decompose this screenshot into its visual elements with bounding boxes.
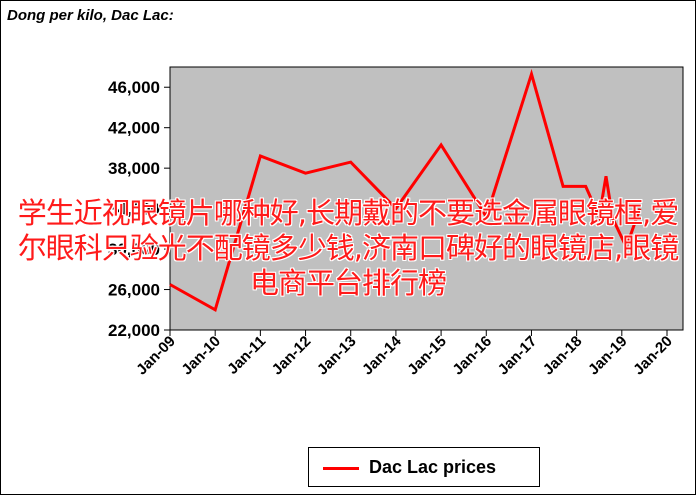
y-tick-label: 38,000 <box>108 159 160 178</box>
legend-label: Dac Lac prices <box>369 457 497 477</box>
x-tick-label: Jan-20 <box>630 333 676 379</box>
x-tick-label: Jan-18 <box>540 333 586 379</box>
series-line-dac-lac-prices <box>169 68 642 313</box>
x-axis: Jan-09 Jan-10 Jan-11 Jan-12 Jan-13 Jan-14 Jan-… <box>133 330 676 378</box>
x-tick-label: Jan-15 <box>404 333 450 379</box>
y-axis: 22,000 26,000 30,000 34,000 38,000 42,000 46,0… <box>108 78 170 340</box>
y-tick-label: 46,000 <box>108 78 160 97</box>
y-tick-label: 30,000 <box>108 240 160 259</box>
x-tick-label: Jan-16 <box>449 333 495 379</box>
y-tick-label: 22,000 <box>108 321 160 340</box>
x-tick-label: Jan-13 <box>314 333 360 379</box>
y-tick-label: 34,000 <box>108 200 160 219</box>
y-tick-label: 26,000 <box>108 281 160 300</box>
x-tick-label: Jan-19 <box>585 333 631 379</box>
legend: Dac Lac prices <box>308 447 540 487</box>
x-tick-label: Jan-17 <box>495 333 541 379</box>
x-tick-label: Jan-11 <box>224 333 269 378</box>
x-tick-label: Jan-12 <box>269 333 315 379</box>
plot-area <box>169 66 684 331</box>
x-tick-label: Jan-14 <box>359 332 405 378</box>
x-tick-label: Jan-10 <box>178 333 224 379</box>
chart-title: Dong per kilo, Dac Lac: <box>7 7 174 24</box>
y-tick-label: 42,000 <box>108 119 160 138</box>
legend-swatch <box>323 467 359 470</box>
watermark-overlay-text: 学生近视眼镜片哪种好,长期戴的不要选金属眼镜框,爱尔眼科只验光不配镜多少钱,济南… <box>17 196 679 300</box>
